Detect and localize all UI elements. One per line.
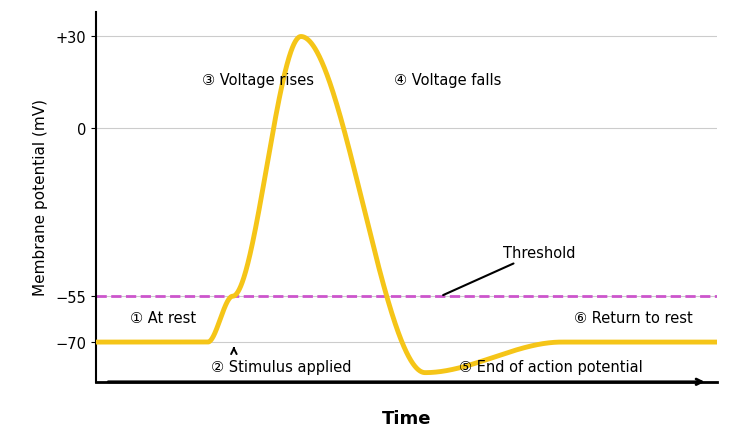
Text: ④ Voltage falls: ④ Voltage falls: [394, 72, 501, 88]
Text: ② Stimulus applied: ② Stimulus applied: [211, 359, 352, 374]
Text: Threshold: Threshold: [443, 245, 575, 296]
Text: ③ Voltage rises: ③ Voltage rises: [202, 72, 313, 88]
Y-axis label: Membrane potential (mV): Membrane potential (mV): [33, 99, 48, 296]
Text: ⑥ Return to rest: ⑥ Return to rest: [574, 310, 692, 326]
Text: ① At rest: ① At rest: [130, 310, 197, 326]
Text: Time: Time: [382, 409, 431, 427]
Text: ⑤ End of action potential: ⑤ End of action potential: [459, 359, 643, 374]
